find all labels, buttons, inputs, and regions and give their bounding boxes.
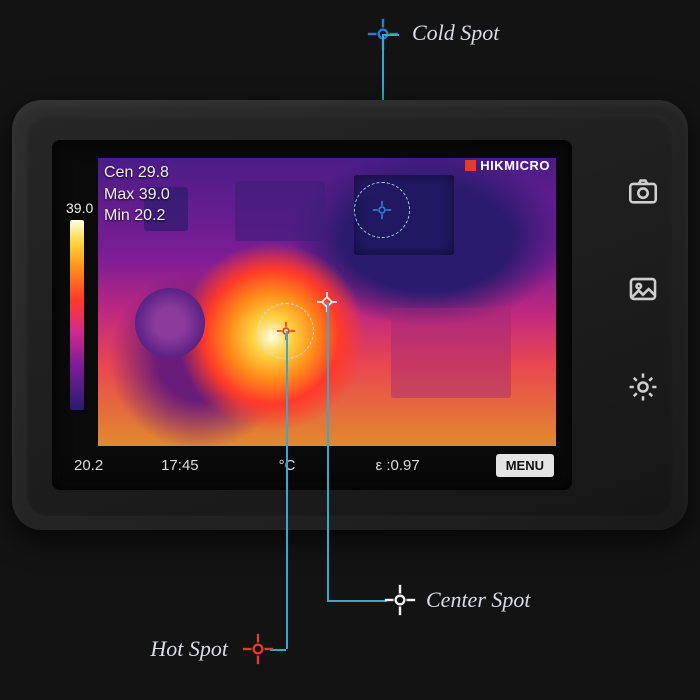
pcb-round	[135, 288, 205, 358]
emissivity-value: 0.97	[391, 457, 420, 474]
pcb-block	[235, 181, 325, 241]
center-spot-label: Center Spot	[426, 587, 531, 613]
hot-spot-label: Hot Spot	[150, 636, 228, 662]
screen-bezel: 39.0 Cen 29.8 Max 39.0 Min 20.2 HIKMICRO…	[52, 140, 572, 490]
status-time: 17:45	[161, 457, 199, 474]
cen-value: 29.8	[138, 164, 169, 181]
center-leader-h	[327, 600, 387, 602]
cen-label: Cen	[104, 164, 133, 181]
cold-spot-marker	[372, 200, 392, 220]
cold-spot-label: Cold Spot	[412, 20, 499, 46]
palette-max: 39.0	[66, 200, 93, 216]
menu-button[interactable]: MENU	[496, 454, 554, 477]
gallery-icon[interactable]	[626, 272, 660, 306]
screen[interactable]: 39.0 Cen 29.8 Max 39.0 Min 20.2 HIKMICRO…	[60, 148, 564, 482]
brand-logo: HIKMICRO	[465, 158, 550, 173]
temperature-readings: Cen 29.8 Max 39.0 Min 20.2	[104, 162, 170, 227]
min-label: Min	[104, 207, 130, 224]
max-value: 39.0	[139, 186, 170, 203]
status-emissivity: ε :0.97	[375, 457, 419, 474]
palette-min: 20.2	[74, 457, 103, 474]
color-palette-bar	[70, 220, 84, 410]
hot-leader-v	[286, 331, 288, 649]
min-value: 20.2	[134, 207, 165, 224]
status-bar: 20.2 17:45 °C ε :0.97 MENU	[60, 448, 564, 482]
brand-text: HIKMICRO	[480, 158, 550, 173]
brand-mark-icon	[465, 160, 476, 171]
emissivity-symbol: ε	[375, 457, 382, 474]
camera-icon[interactable]	[626, 174, 660, 208]
center-leader-v	[327, 302, 329, 600]
pcb-block	[354, 175, 454, 255]
cold-leader-h	[383, 34, 399, 36]
gear-icon[interactable]	[626, 370, 660, 404]
pcb-block	[391, 308, 511, 398]
center-spot-callout-marker	[387, 587, 413, 613]
thermal-camera-device: 39.0 Cen 29.8 Max 39.0 Min 20.2 HIKMICRO…	[12, 100, 688, 530]
hardware-side-icons	[626, 174, 660, 404]
hot-spot-callout-marker	[245, 636, 271, 662]
max-label: Max	[104, 186, 134, 203]
